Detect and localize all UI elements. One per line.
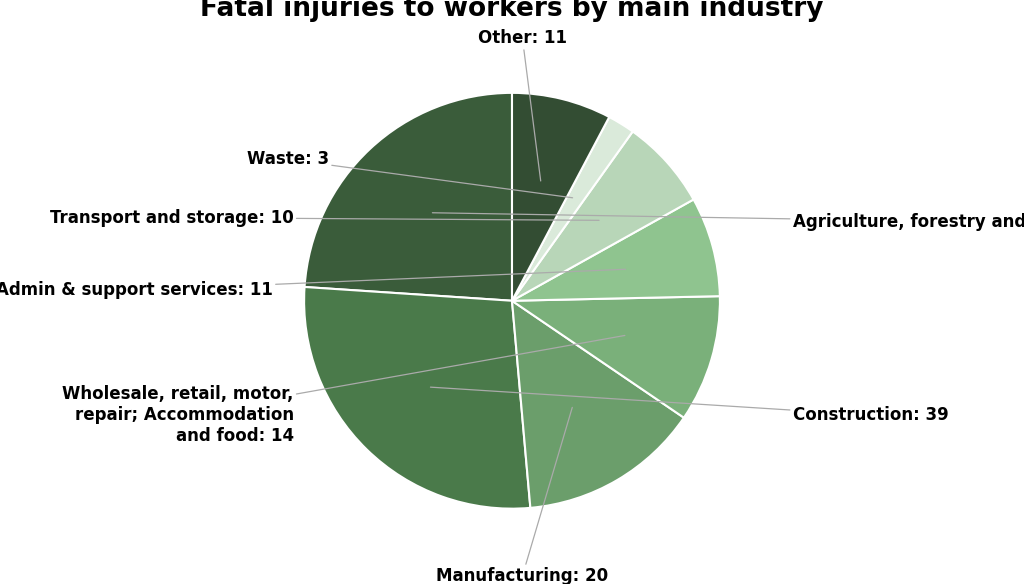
Wedge shape (512, 117, 633, 301)
Text: Transport and storage: 10: Transport and storage: 10 (50, 208, 599, 227)
Text: Manufacturing: 20: Manufacturing: 20 (436, 408, 608, 584)
Text: Waste: 3: Waste: 3 (247, 151, 572, 198)
Text: Wholesale, retail, motor,
repair; Accommodation
and food: 14: Wholesale, retail, motor, repair; Accomm… (62, 335, 625, 445)
Text: Construction: 39: Construction: 39 (430, 387, 948, 424)
Wedge shape (512, 131, 693, 301)
Text: Agriculture, forestry and fishing: 34: Agriculture, forestry and fishing: 34 (432, 213, 1024, 231)
Text: Admin & support services: 11: Admin & support services: 11 (0, 269, 626, 300)
Text: Other: 11: Other: 11 (478, 29, 567, 181)
Wedge shape (512, 93, 609, 301)
Wedge shape (512, 301, 684, 508)
Wedge shape (304, 93, 512, 301)
Wedge shape (304, 287, 530, 509)
Wedge shape (512, 296, 720, 418)
Wedge shape (512, 200, 720, 301)
Title: Fatal injuries to workers by main industry: Fatal injuries to workers by main indust… (201, 0, 823, 22)
